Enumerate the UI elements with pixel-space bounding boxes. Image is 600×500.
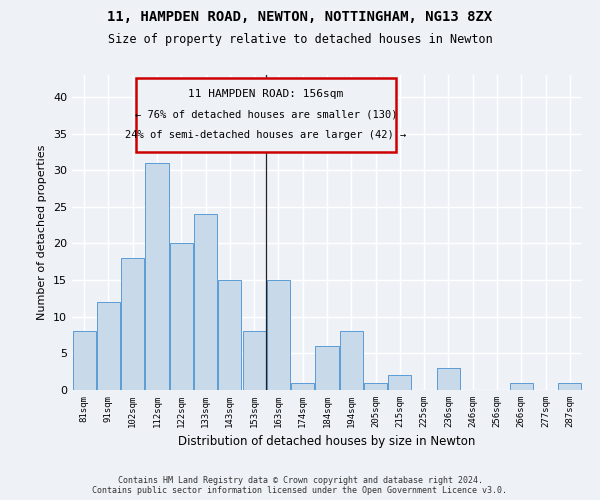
Bar (267, 280, 290, 390)
Text: Contains HM Land Registry data © Crown copyright and database right 2024.
Contai: Contains HM Land Registry data © Crown c… (92, 476, 508, 495)
Bar (121, 258, 144, 390)
Bar (364, 382, 387, 390)
Bar (291, 382, 314, 390)
Bar (218, 280, 241, 390)
Bar (316, 346, 338, 390)
Bar (145, 163, 169, 390)
Bar (559, 382, 581, 390)
Bar (437, 368, 460, 390)
Text: ← 76% of detached houses are smaller (130): ← 76% of detached houses are smaller (13… (134, 110, 397, 120)
X-axis label: Distribution of detached houses by size in Newton: Distribution of detached houses by size … (178, 436, 476, 448)
Text: 11, HAMPDEN ROAD, NEWTON, NOTTINGHAM, NG13 8ZX: 11, HAMPDEN ROAD, NEWTON, NOTTINGHAM, NG… (107, 10, 493, 24)
Text: 24% of semi-detached houses are larger (42) →: 24% of semi-detached houses are larger (… (125, 130, 406, 140)
Bar (388, 376, 412, 390)
Text: 11 HAMPDEN ROAD: 156sqm: 11 HAMPDEN ROAD: 156sqm (188, 89, 343, 99)
Bar (97, 302, 120, 390)
Bar (73, 332, 95, 390)
Bar (510, 382, 533, 390)
Bar (340, 332, 363, 390)
Y-axis label: Number of detached properties: Number of detached properties (37, 145, 47, 320)
Bar (194, 214, 217, 390)
Bar (170, 244, 193, 390)
Text: Size of property relative to detached houses in Newton: Size of property relative to detached ho… (107, 32, 493, 46)
Bar (242, 332, 266, 390)
FancyBboxPatch shape (136, 78, 396, 152)
